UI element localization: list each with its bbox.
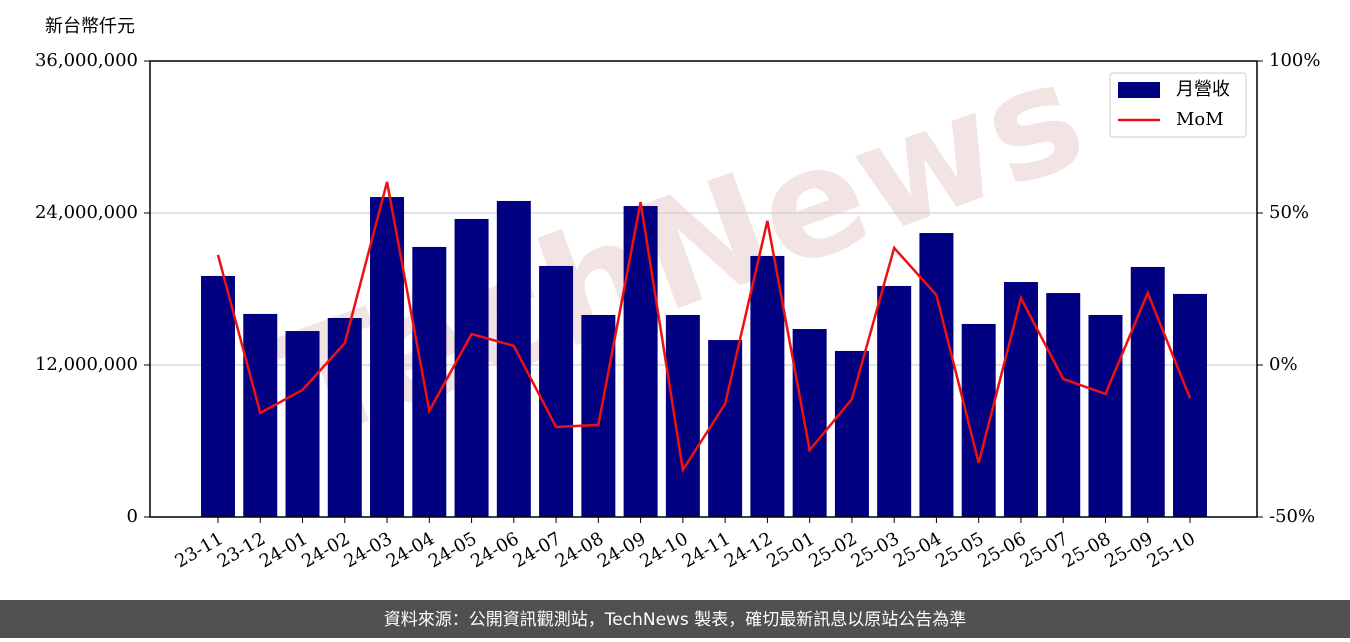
bar [201,275,235,517]
bar [454,218,489,517]
bar [919,233,954,517]
bar [327,318,362,517]
y-tick-label: 36,000,000 [35,50,138,71]
y-tick-label: 0 [127,506,138,527]
y-tick-label: 12,000,000 [35,354,138,375]
bar [750,255,785,517]
bar [243,313,278,517]
bar [708,340,743,517]
footer-text: 資料來源：公開資訊觀測站，TechNews 製表，確切最新訊息以原站公告為準 [384,610,966,630]
bar [1173,293,1207,517]
bar [370,197,405,518]
bar [1130,266,1165,517]
footer-bar [0,600,1350,638]
y-tick-label: 24,000,000 [35,202,138,223]
bar [285,331,320,517]
y2-tick-label: 100% [1269,50,1320,71]
bar [496,200,531,517]
y-axis-label: 新台幣仟元 [45,16,135,37]
bar [1088,314,1123,517]
plot-frame [149,60,1258,518]
legend-label: 月營收 [1176,79,1230,100]
bar [877,285,912,517]
legend-swatch [1118,82,1160,98]
bar [412,246,447,518]
legend-label: MoM [1176,109,1224,130]
bar [792,329,827,517]
y2-tick-label: -50% [1269,506,1315,527]
bar [581,314,616,517]
y2-tick-label: 50% [1269,202,1309,223]
x-tick-label: 25-10 [1143,528,1198,572]
bar [834,350,869,517]
y2-tick-label: 0% [1269,354,1298,375]
bar [665,314,700,517]
mom-line [216,181,1192,474]
bar [1003,282,1038,517]
bar [539,265,574,517]
bar [623,206,658,518]
bar [1046,293,1081,517]
